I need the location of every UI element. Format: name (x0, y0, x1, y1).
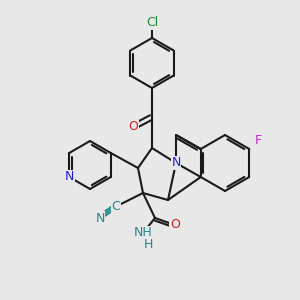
Text: N: N (95, 212, 105, 224)
Text: NH: NH (134, 226, 152, 239)
Text: O: O (170, 218, 180, 232)
Text: N: N (171, 157, 181, 169)
Text: F: F (254, 134, 262, 146)
Text: Cl: Cl (146, 16, 158, 29)
Text: H: H (143, 238, 153, 251)
Text: N: N (64, 170, 74, 184)
Text: C: C (112, 200, 120, 214)
Text: O: O (128, 121, 138, 134)
